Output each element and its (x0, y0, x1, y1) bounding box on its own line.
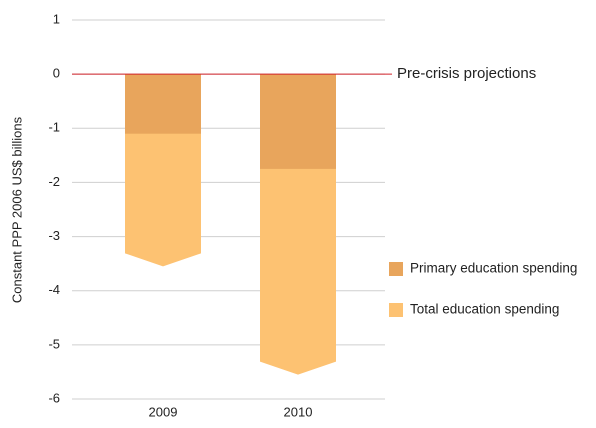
y-tick-label: 1 (53, 11, 60, 26)
x-tick-label: 2009 (149, 404, 178, 419)
bar (260, 74, 336, 169)
y-tick-label: -3 (48, 228, 60, 243)
legend-label: Total education spending (410, 302, 559, 317)
reference-label: Pre-crisis projections (397, 65, 536, 82)
y-tick-label: 0 (53, 66, 60, 81)
legend-swatch (389, 262, 403, 276)
bar (125, 74, 201, 134)
y-tick-label: -6 (48, 390, 60, 405)
y-tick-label: -5 (48, 336, 60, 351)
legend-swatch (389, 303, 403, 317)
x-tick-label: 2010 (284, 404, 313, 419)
y-axis-label: Constant PPP 2006 US$ billions (9, 116, 24, 303)
y-tick-label: -1 (48, 120, 60, 135)
legend-label: Primary education spending (410, 261, 577, 276)
y-tick-label: -4 (48, 282, 60, 297)
y-tick-label: -2 (48, 174, 60, 189)
